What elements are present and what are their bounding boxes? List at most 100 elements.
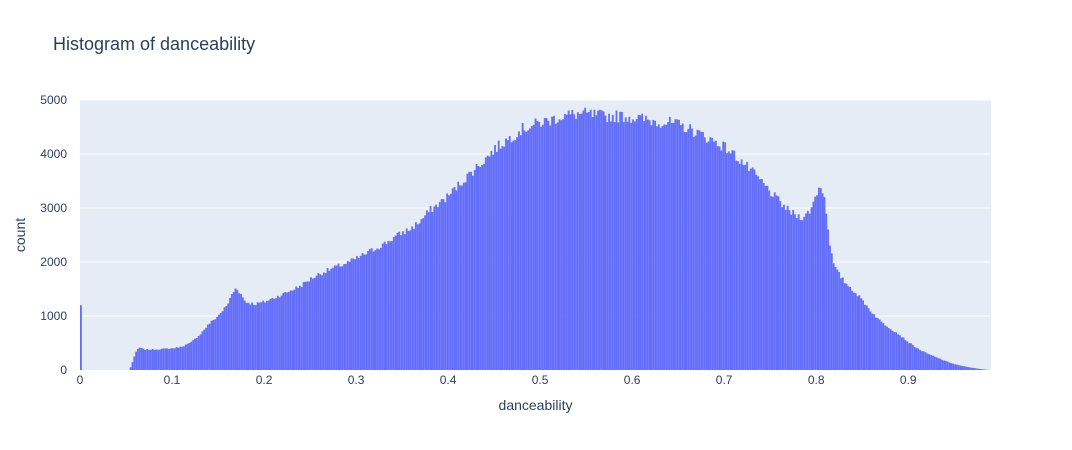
histogram-bar <box>932 355 934 370</box>
histogram-bar <box>564 114 566 370</box>
histogram-bar <box>829 245 831 370</box>
histogram-bar <box>260 302 263 370</box>
histogram-bar <box>884 325 887 370</box>
histogram-bar <box>453 187 456 370</box>
histogram-bar <box>926 353 929 370</box>
histogram-bar <box>532 124 535 370</box>
histogram-bar <box>188 342 191 370</box>
histogram-bar <box>407 230 410 370</box>
histogram-bar <box>946 361 949 370</box>
histogram-bar <box>683 132 686 370</box>
histogram-bar <box>516 137 519 370</box>
histogram-bar <box>770 196 772 370</box>
histogram-bar <box>803 216 806 370</box>
histogram-bar <box>302 282 305 370</box>
histogram-bar <box>422 218 425 370</box>
histogram-bar <box>475 163 478 370</box>
histogram-bar <box>788 210 791 370</box>
histogram-bar <box>372 251 375 370</box>
histogram-bar <box>518 131 520 370</box>
histogram-bar <box>713 141 715 370</box>
histogram-bar <box>262 300 265 370</box>
histogram-bar <box>405 228 408 370</box>
histogram-bar <box>501 146 504 370</box>
histogram-bar <box>843 283 846 370</box>
histogram-bar <box>541 124 544 370</box>
histogram-bar <box>703 137 706 370</box>
histogram-bar <box>343 264 346 370</box>
histogram-bar <box>540 126 542 371</box>
histogram-bar <box>854 293 857 370</box>
histogram-bar <box>783 204 785 370</box>
histogram-bar <box>694 135 697 370</box>
histogram-bar <box>691 128 693 370</box>
histogram-bar <box>356 255 358 370</box>
histogram-bar <box>490 150 493 370</box>
histogram-bar <box>862 300 865 370</box>
histogram-bar <box>295 286 298 370</box>
histogram-bar <box>444 202 447 370</box>
histogram-bar <box>586 112 588 370</box>
histogram-bar <box>551 116 553 370</box>
histogram-bar <box>685 131 688 370</box>
histogram-bar <box>779 201 782 370</box>
histogram-bar <box>304 281 307 370</box>
histogram-bar <box>858 295 861 370</box>
histogram-bar <box>332 267 334 370</box>
histogram-bar <box>470 171 473 370</box>
histogram-bar <box>860 298 863 370</box>
histogram-bar <box>889 329 892 370</box>
histogram-bar <box>737 161 739 370</box>
histogram-bar <box>135 351 138 370</box>
histogram-bar <box>856 296 859 370</box>
histogram-bar <box>902 337 905 370</box>
histogram-bar <box>265 300 268 370</box>
histogram-bar <box>530 125 533 370</box>
histogram-bar <box>431 212 434 370</box>
histogram-bar <box>589 109 592 371</box>
histogram-bar <box>729 153 732 370</box>
histogram-bar <box>172 348 174 370</box>
histogram-bar <box>287 291 290 370</box>
histogram-bar <box>963 366 966 370</box>
histogram-bar <box>440 199 443 370</box>
histogram-bar <box>921 351 923 370</box>
histogram-bar <box>943 360 945 370</box>
histogram-bar <box>956 364 958 370</box>
histogram-bar <box>576 112 579 370</box>
histogram-bar <box>753 169 756 370</box>
histogram-bar <box>838 272 841 370</box>
histogram-bar <box>742 164 745 370</box>
histogram-bar <box>420 219 423 370</box>
histogram-bar <box>416 224 419 370</box>
histogram-bar <box>129 367 132 370</box>
histogram-bar <box>317 273 320 370</box>
histogram-bar <box>968 367 971 370</box>
histogram-bar <box>887 328 890 370</box>
histogram-bar <box>162 348 165 370</box>
histogram-bar <box>170 348 173 370</box>
histogram-bar <box>733 150 736 370</box>
histogram-bar <box>184 344 187 370</box>
histogram-bar <box>851 290 853 370</box>
histogram-bar <box>941 359 944 370</box>
histogram-bar <box>823 197 826 370</box>
histogram-bar <box>148 349 150 370</box>
histogram-bar <box>689 124 692 370</box>
histogram-bar <box>488 156 491 370</box>
histogram-bar <box>593 109 596 370</box>
histogram-bar <box>619 111 622 370</box>
histogram-bar <box>692 136 695 370</box>
histogram-bar <box>720 150 723 370</box>
histogram-bar <box>203 329 206 370</box>
histogram-bar <box>615 110 618 370</box>
histogram-bar <box>278 297 281 370</box>
histogram-bar <box>816 195 819 370</box>
histogram-bar <box>503 146 506 370</box>
histogram-bar <box>759 179 761 370</box>
histogram-bar <box>164 348 167 370</box>
histogram-bar <box>238 293 241 370</box>
histogram-bar <box>484 157 487 370</box>
histogram-bar <box>133 356 136 370</box>
histogram-bar <box>906 341 909 370</box>
